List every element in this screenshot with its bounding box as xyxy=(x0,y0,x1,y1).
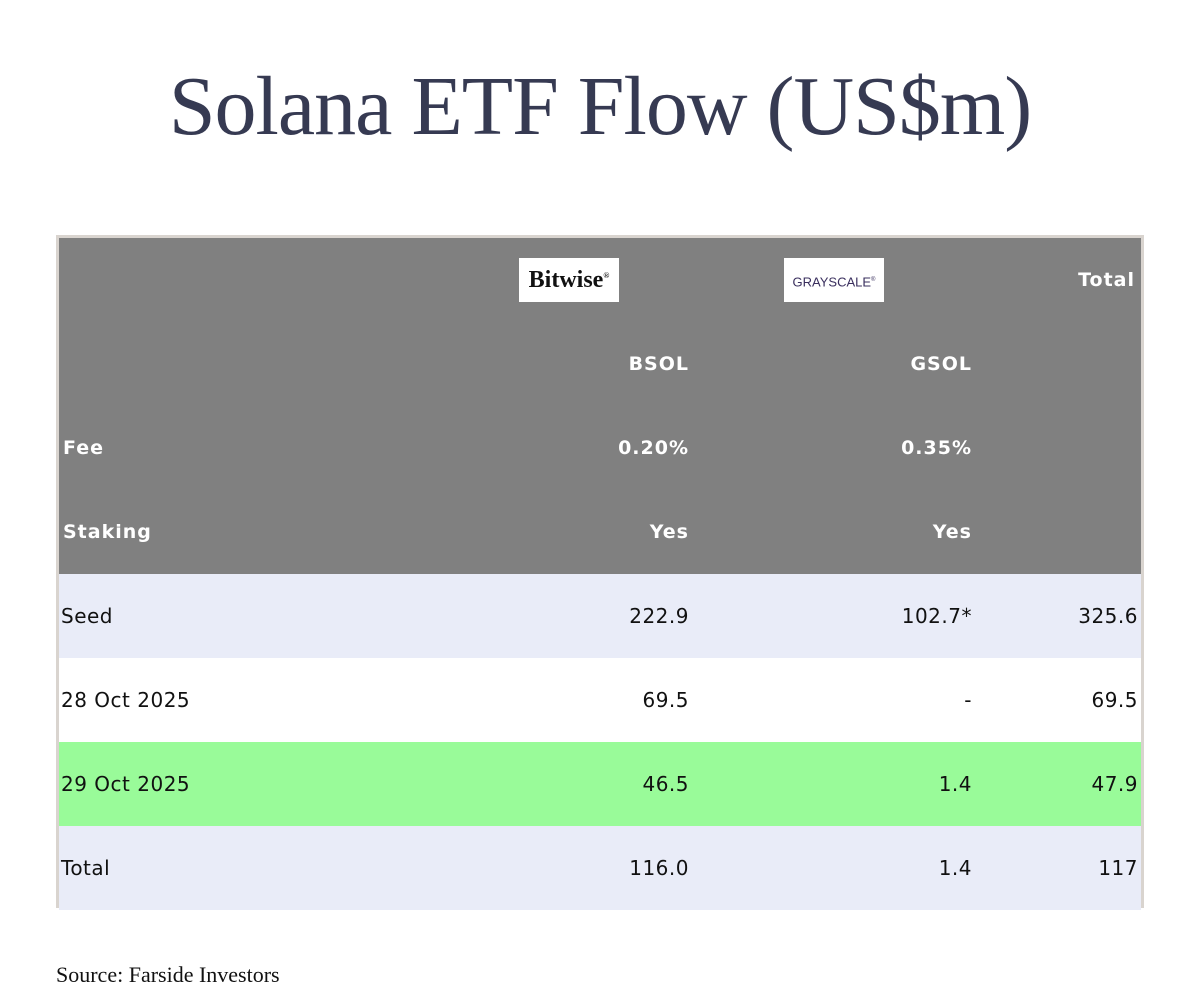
bitwise-logo: Bitwise® xyxy=(519,258,619,302)
fee-total-cell xyxy=(972,406,1141,490)
row-gsol: 102.7* xyxy=(689,574,972,658)
header-total: Total xyxy=(972,238,1141,322)
header-staking-row: Staking Yes Yes xyxy=(59,490,1141,574)
ticker-label-cell xyxy=(59,322,519,406)
page-title: Solana ETF Flow (US$m) xyxy=(168,60,1032,153)
header-fee-row: Fee 0.20% 0.35% xyxy=(59,406,1141,490)
bitwise-logo-text: Bitwise xyxy=(528,267,604,293)
staking-label: Staking xyxy=(59,490,519,574)
row-label: 29 Oct 2025 xyxy=(59,742,519,826)
etf-flow-table: Bitwise® GRAYSCALE® Total BSOL GSOL Fee … xyxy=(59,238,1141,910)
ticker-bsol: BSOL xyxy=(519,322,689,406)
row-gsol: 1.4 xyxy=(689,742,972,826)
row-label: Total xyxy=(59,826,519,910)
header-logo-row: Bitwise® GRAYSCALE® Total xyxy=(59,238,1141,322)
row-label: 28 Oct 2025 xyxy=(59,658,519,742)
table-row: 29 Oct 2025 46.5 1.4 47.9 xyxy=(59,742,1141,826)
table-row: 28 Oct 2025 69.5 - 69.5 xyxy=(59,658,1141,742)
row-total: 47.9 xyxy=(972,742,1141,826)
row-gsol: - xyxy=(689,658,972,742)
header-ticker-row: BSOL GSOL xyxy=(59,322,1141,406)
row-bsol: 116.0 xyxy=(519,826,689,910)
header-empty-cell xyxy=(59,238,519,322)
row-total: 117 xyxy=(972,826,1141,910)
row-bsol: 46.5 xyxy=(519,742,689,826)
grayscale-logo-cell: GRAYSCALE® xyxy=(689,238,972,322)
staking-bsol: Yes xyxy=(519,490,689,574)
staking-total-cell xyxy=(972,490,1141,574)
row-label: Seed xyxy=(59,574,519,658)
table-row: Seed 222.9 102.7* 325.6 xyxy=(59,574,1141,658)
row-total: 325.6 xyxy=(972,574,1141,658)
staking-gsol: Yes xyxy=(689,490,972,574)
bitwise-logo-cell: Bitwise® xyxy=(519,238,689,322)
row-gsol: 1.4 xyxy=(689,826,972,910)
fee-bsol: 0.20% xyxy=(519,406,689,490)
grayscale-logo: GRAYSCALE® xyxy=(784,258,884,302)
ticker-gsol: GSOL xyxy=(689,322,972,406)
etf-flow-table-container: Bitwise® GRAYSCALE® Total BSOL GSOL Fee … xyxy=(56,235,1144,910)
row-bsol: 222.9 xyxy=(519,574,689,658)
row-bsol: 69.5 xyxy=(519,658,689,742)
source-note: Source: Farside Investors xyxy=(56,962,280,983)
table-row: Total 116.0 1.4 117 xyxy=(59,826,1141,910)
grayscale-logo-text: GRAYSCALE xyxy=(792,274,872,290)
row-total: 69.5 xyxy=(972,658,1141,742)
fee-gsol: 0.35% xyxy=(689,406,972,490)
fee-label: Fee xyxy=(59,406,519,490)
ticker-total-cell xyxy=(972,322,1141,406)
